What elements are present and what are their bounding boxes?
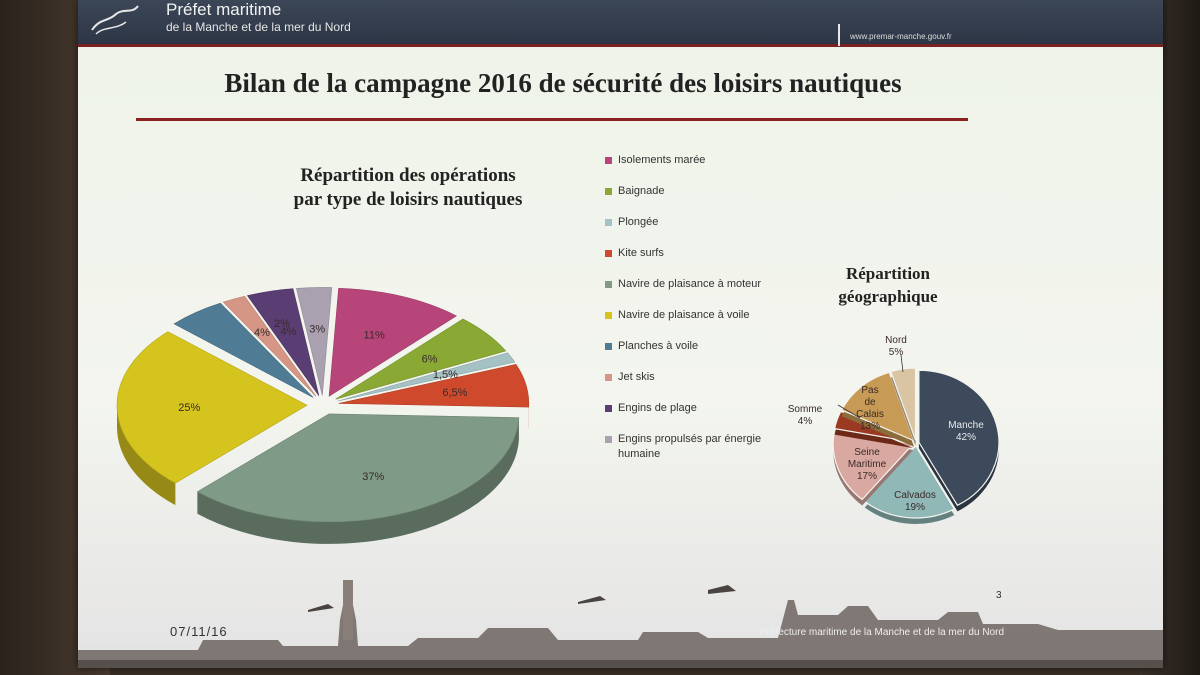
chart2-title: Répartition géographique	[808, 262, 968, 308]
legend-item: Jet skis	[605, 370, 805, 385]
pie-slice-side	[197, 417, 519, 544]
legend-label: Baignade	[618, 185, 665, 197]
legend-swatch	[605, 157, 612, 164]
header-separator	[838, 24, 840, 46]
pie-data-label: 3%	[309, 324, 325, 336]
legend-label: Navire de plaisance à moteur	[618, 278, 762, 290]
pie-slice	[246, 288, 320, 396]
chart1-title: Répartition des opérations par type de l…	[248, 164, 568, 212]
geo-slice	[918, 369, 1000, 507]
pie-slice	[335, 318, 507, 400]
slide-title: Bilan de la campagne 2016 de sécurité de…	[224, 68, 902, 98]
geo-slice-value: 19%	[905, 502, 925, 513]
geo-slice-label: Maritime	[848, 459, 887, 470]
legend-label: Navire de plaisance à voile	[618, 309, 750, 321]
legend-item: Isolements marée	[605, 153, 805, 168]
geo-slice-value: 13%	[860, 421, 880, 432]
pie-data-label: 1,5%	[433, 369, 458, 381]
org-name: Préfet maritime	[166, 0, 282, 19]
legend-label: Planches à voile	[618, 340, 699, 352]
geo-slice	[840, 371, 916, 442]
pie-data-label: 4%	[281, 326, 297, 338]
org-subtitle: de la Manche et de la mer du Nord	[166, 20, 351, 34]
legend-item: Kite surfs	[605, 246, 805, 261]
legend-swatch	[605, 281, 612, 288]
legend-item: Planches à voile	[605, 339, 805, 354]
geo-slice-value: 5%	[889, 347, 904, 358]
legend-item: Engins de plage	[605, 401, 805, 416]
title-underline	[136, 118, 968, 121]
chart1-pie: 11%6%1,5%6,5%37%25%4% 3%4%2%	[116, 287, 530, 544]
pie-slice	[337, 352, 516, 402]
pie-data-label: 11%	[364, 329, 385, 341]
legend-item: Baignade	[605, 184, 805, 199]
leader-line	[900, 354, 904, 373]
marianne-logo-icon	[91, 5, 139, 35]
geo-slice-value: 42%	[956, 432, 976, 443]
legend-swatch	[605, 436, 612, 443]
pie-slice	[222, 295, 317, 397]
geo-slice-label: Nord	[885, 335, 907, 346]
legend-label: Kite surfs	[618, 247, 664, 259]
footer-organization: Préfecture maritime de la Manche et de l…	[760, 627, 1004, 638]
legend-label: Plongée	[618, 216, 659, 228]
chart2-title-line2: géographique	[838, 287, 938, 306]
pie-data-label: 37%	[362, 471, 384, 483]
legend-swatch	[605, 343, 612, 350]
pie-data-label: 2%	[274, 318, 290, 330]
geo-slice-label: Seine	[854, 447, 880, 458]
pie-slice	[338, 364, 530, 408]
pie-slice	[173, 302, 314, 398]
legend-label: Jet skis	[618, 371, 655, 383]
geo-slice-label: de	[864, 397, 876, 408]
legend-item: Plongée	[605, 215, 805, 230]
page-number: 3	[996, 590, 1002, 601]
geo-slice-label: Somme	[788, 404, 823, 415]
geo-slice-label: Manche	[948, 420, 984, 431]
chart1-title-line2: par type de loisirs nautiques	[293, 189, 523, 210]
pie-slice-side	[117, 405, 176, 506]
pie-slice	[116, 331, 308, 484]
footer-date: 07/11/16	[170, 624, 228, 639]
legend-label: Isolements marée	[618, 154, 706, 166]
legend-label: Engins de plage	[618, 402, 697, 414]
geo-slice-label: Pas	[861, 385, 878, 396]
geo-slice-value: 17%	[857, 471, 877, 482]
chart2-title-line1: Répartition	[845, 264, 931, 283]
pie-data-label: 25%	[178, 402, 200, 414]
legend-swatch	[605, 219, 612, 226]
legend-item: Navire de plaisance à moteur	[605, 277, 805, 292]
geo-slice-label: Calais	[856, 409, 884, 420]
legend-swatch	[605, 250, 612, 257]
website-url[interactable]: www.premar-manche.gouv.fr	[850, 32, 952, 41]
legend-item: Navire de plaisance à voile	[605, 308, 805, 323]
header-bar	[78, 0, 1163, 44]
pie-slice	[196, 413, 520, 523]
geo-slice-label: Calvados	[894, 490, 936, 501]
geo-slice	[832, 429, 915, 501]
slide: Préfet maritime de la Manche et de la me…	[78, 0, 1163, 668]
legend-swatch	[605, 312, 612, 319]
legend-swatch	[605, 188, 612, 195]
header-divider	[78, 44, 1163, 47]
pie-data-label: 4%	[254, 327, 270, 339]
legend-item: Engins propulsés par énergie humaine	[605, 432, 805, 462]
leader-line	[837, 404, 861, 419]
pie-data-label: 6,5%	[442, 387, 467, 399]
ships-skyline-icon	[78, 580, 1163, 668]
legend-swatch	[605, 374, 612, 381]
geo-slice-value: 4%	[798, 416, 813, 427]
pie-slice	[328, 287, 458, 397]
pie-slice	[296, 287, 333, 396]
legend-swatch	[605, 405, 612, 412]
geo-slice	[863, 444, 956, 519]
chart1-title-line1: Répartition des opérations	[300, 165, 516, 186]
pie-data-label: 6%	[422, 354, 438, 366]
legend-label: Engins propulsés par énergie humaine	[618, 433, 762, 460]
